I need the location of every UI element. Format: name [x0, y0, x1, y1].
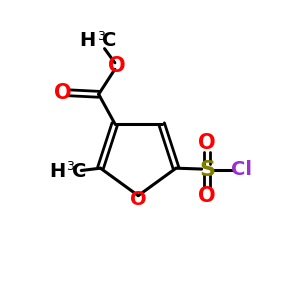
- Text: H: H: [80, 31, 96, 50]
- Text: O: O: [107, 56, 125, 76]
- Text: C: C: [103, 31, 117, 50]
- Text: O: O: [54, 83, 72, 103]
- Text: O: O: [198, 133, 216, 153]
- Text: O: O: [198, 186, 216, 206]
- Text: O: O: [130, 190, 146, 209]
- Text: Cl: Cl: [231, 160, 252, 179]
- Text: S: S: [199, 160, 215, 180]
- Text: C: C: [72, 162, 86, 181]
- Text: 3: 3: [66, 160, 74, 173]
- Text: H: H: [49, 162, 65, 181]
- Text: 3: 3: [97, 30, 104, 43]
